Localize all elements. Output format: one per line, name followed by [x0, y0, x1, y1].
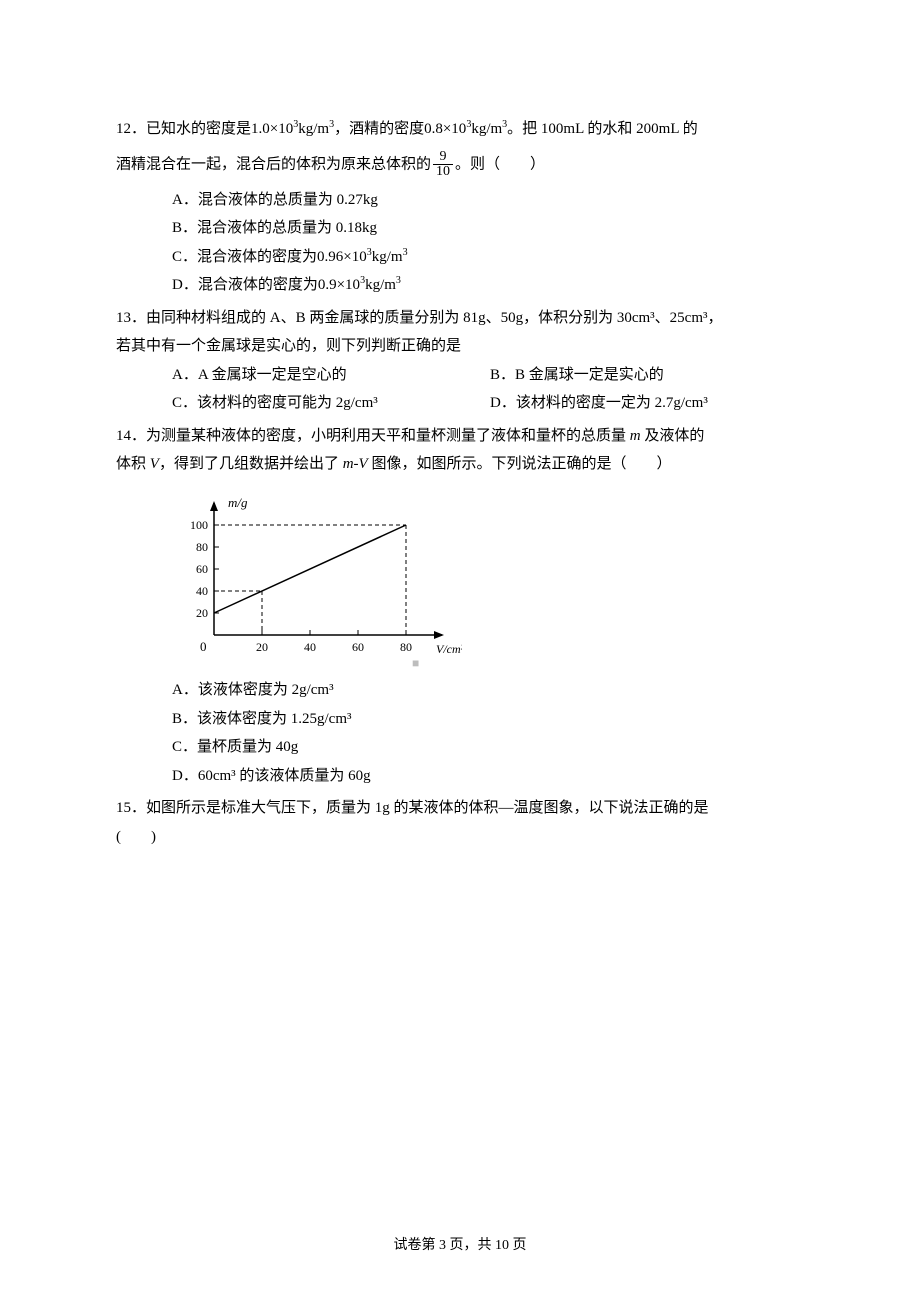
q12-opt-d: D．混合液体的密度为0.9×103kg/m3 [172, 271, 808, 300]
exp-3f: 3 [403, 247, 408, 258]
unit-kgm4: kg/m [365, 277, 396, 293]
svg-text:100: 100 [190, 518, 208, 532]
q14-l1a: 14．为测量某种液体的密度，小明利用天平和量杯测量了液体和量杯的总质量 [116, 428, 630, 444]
svg-text:60: 60 [352, 640, 364, 654]
q12-d-pre: D．混合液体的密度为 [172, 277, 318, 293]
q12-opt-b: B．混合液体的总质量为 0.18kg [172, 214, 808, 243]
q12-line2b: 。则（ ） [455, 156, 545, 172]
mv-chart-svg: m/g V/cm³ 0 20 40 60 80 100 20 40 60 80 [172, 485, 462, 660]
svg-text:V/cm³: V/cm³ [436, 642, 462, 656]
q13-options: A．A 金属球一定是空心的 B．B 金属球一定是实心的 C．该材料的密度可能为 … [116, 361, 808, 418]
q14-opt-b: B．该液体密度为 1.25g/cm³ [172, 705, 808, 734]
q13-line1: 13．由同种材料组成的 A、B 两金属球的质量分别为 81g、50g，体积分别为… [116, 304, 808, 333]
frac-den: 10 [433, 165, 453, 180]
q14-l2b: ，得到了几组数据并绘出了 [159, 456, 343, 472]
q13-opt-a: A．A 金属球一定是空心的 [172, 361, 490, 390]
q13-row-ab: A．A 金属球一定是空心的 B．B 金属球一定是实心的 [172, 361, 808, 390]
q12-mid2: 。把 100mL 的水和 200mL 的 [507, 121, 698, 137]
frac-num: 9 [433, 150, 453, 166]
q14-line1: 14．为测量某种液体的密度，小明利用天平和量杯测量了液体和量杯的总质量 m 及液… [116, 422, 808, 451]
unit-kgm: kg/m [298, 121, 329, 137]
q14-chart: m/g V/cm³ 0 20 40 60 80 100 20 40 60 80 [172, 485, 808, 671]
q13-opt-d: D．该材料的密度一定为 2.7g/cm³ [490, 389, 808, 418]
q14-opt-c: C．量杯质量为 40g [172, 733, 808, 762]
q13-row-cd: C．该材料的密度可能为 2g/cm³ D．该材料的密度一定为 2.7g/cm³ [172, 389, 808, 418]
q13-opt-b: B．B 金属球一定是实心的 [490, 361, 808, 390]
q14-l1b: 及液体的 [641, 428, 705, 444]
svg-text:60: 60 [196, 562, 208, 576]
q12-opt-a: A．混合液体的总质量为 0.27kg [172, 186, 808, 215]
q12-c-pre: C．混合液体的密度为 [172, 249, 317, 265]
q12-mid1: ，酒精的密度 [334, 121, 424, 137]
q13-line2: 若其中有一个金属球是实心的，则下列判断正确的是 [116, 332, 808, 361]
svg-text:40: 40 [304, 640, 316, 654]
svg-text:20: 20 [256, 640, 268, 654]
question-13: 13．由同种材料组成的 A、B 两金属球的质量分别为 81g、50g，体积分别为… [116, 304, 808, 418]
question-15: 15．如图所示是标准大气压下，质量为 1g 的某液体的体积—温度图象，以下说法正… [116, 794, 808, 851]
q13-opt-c: C．该材料的密度可能为 2g/cm³ [172, 389, 490, 418]
question-12: 12．已知水的密度是1.0×103kg/m3，酒精的密度0.8×103kg/m3… [116, 115, 808, 300]
var-m: m [630, 428, 641, 444]
page-footer: 试卷第 3 页，共 10 页 [0, 1233, 920, 1260]
watermark: ■ [412, 652, 420, 675]
q12-prefix: 12．已知水的密度是 [116, 121, 251, 137]
var-v: V [150, 456, 159, 472]
q12-rho-alcohol: 0.8×10 [424, 121, 466, 137]
svg-text:m/g: m/g [228, 495, 248, 510]
q14-opt-a: A．该液体密度为 2g/cm³ [172, 676, 808, 705]
fraction-9-10: 910 [433, 150, 453, 180]
q14-line2: 体积 V，得到了几组数据并绘出了 m-V 图像，如图所示。下列说法正确的是（ ） [116, 450, 808, 479]
unit-kgm2: kg/m [471, 121, 502, 137]
svg-text:80: 80 [400, 640, 412, 654]
q12-options: A．混合液体的总质量为 0.27kg B．混合液体的总质量为 0.18kg C．… [116, 186, 808, 300]
q12-line2a: 酒精混合在一起，混合后的体积为原来总体积的 [116, 156, 431, 172]
q12-stem-line1: 12．已知水的密度是1.0×103kg/m3，酒精的密度0.8×103kg/m3… [116, 115, 808, 144]
unit-kgm3: kg/m [372, 249, 403, 265]
q12-opt-c: C．混合液体的密度为0.96×103kg/m3 [172, 243, 808, 272]
q12-d-val: 0.9×10 [318, 277, 360, 293]
svg-text:20: 20 [196, 606, 208, 620]
q12-stem-line2: 酒精混合在一起，混合后的体积为原来总体积的910。则（ ） [116, 150, 808, 180]
q14-opt-d: D．60cm³ 的该液体质量为 60g [172, 762, 808, 791]
svg-text:40: 40 [196, 584, 208, 598]
q15-line2: ( ) [116, 823, 808, 852]
q12-rho-water: 1.0×10 [251, 121, 293, 137]
svg-text:0: 0 [200, 639, 207, 654]
question-14: 14．为测量某种液体的密度，小明利用天平和量杯测量了液体和量杯的总质量 m 及液… [116, 422, 808, 791]
q14-l2a: 体积 [116, 456, 150, 472]
q12-c-val: 0.96×10 [317, 249, 367, 265]
exp-3h: 3 [396, 275, 401, 286]
q15-line1: 15．如图所示是标准大气压下，质量为 1g 的某液体的体积—温度图象，以下说法正… [116, 794, 808, 823]
var-mv: m-V [343, 456, 368, 472]
svg-text:80: 80 [196, 540, 208, 554]
q14-l2c: 图像，如图所示。下列说法正确的是（ ） [368, 456, 672, 472]
q14-options: A．该液体密度为 2g/cm³ B．该液体密度为 1.25g/cm³ C．量杯质… [116, 676, 808, 790]
document-page: 12．已知水的密度是1.0×103kg/m3，酒精的密度0.8×103kg/m3… [0, 0, 920, 1302]
